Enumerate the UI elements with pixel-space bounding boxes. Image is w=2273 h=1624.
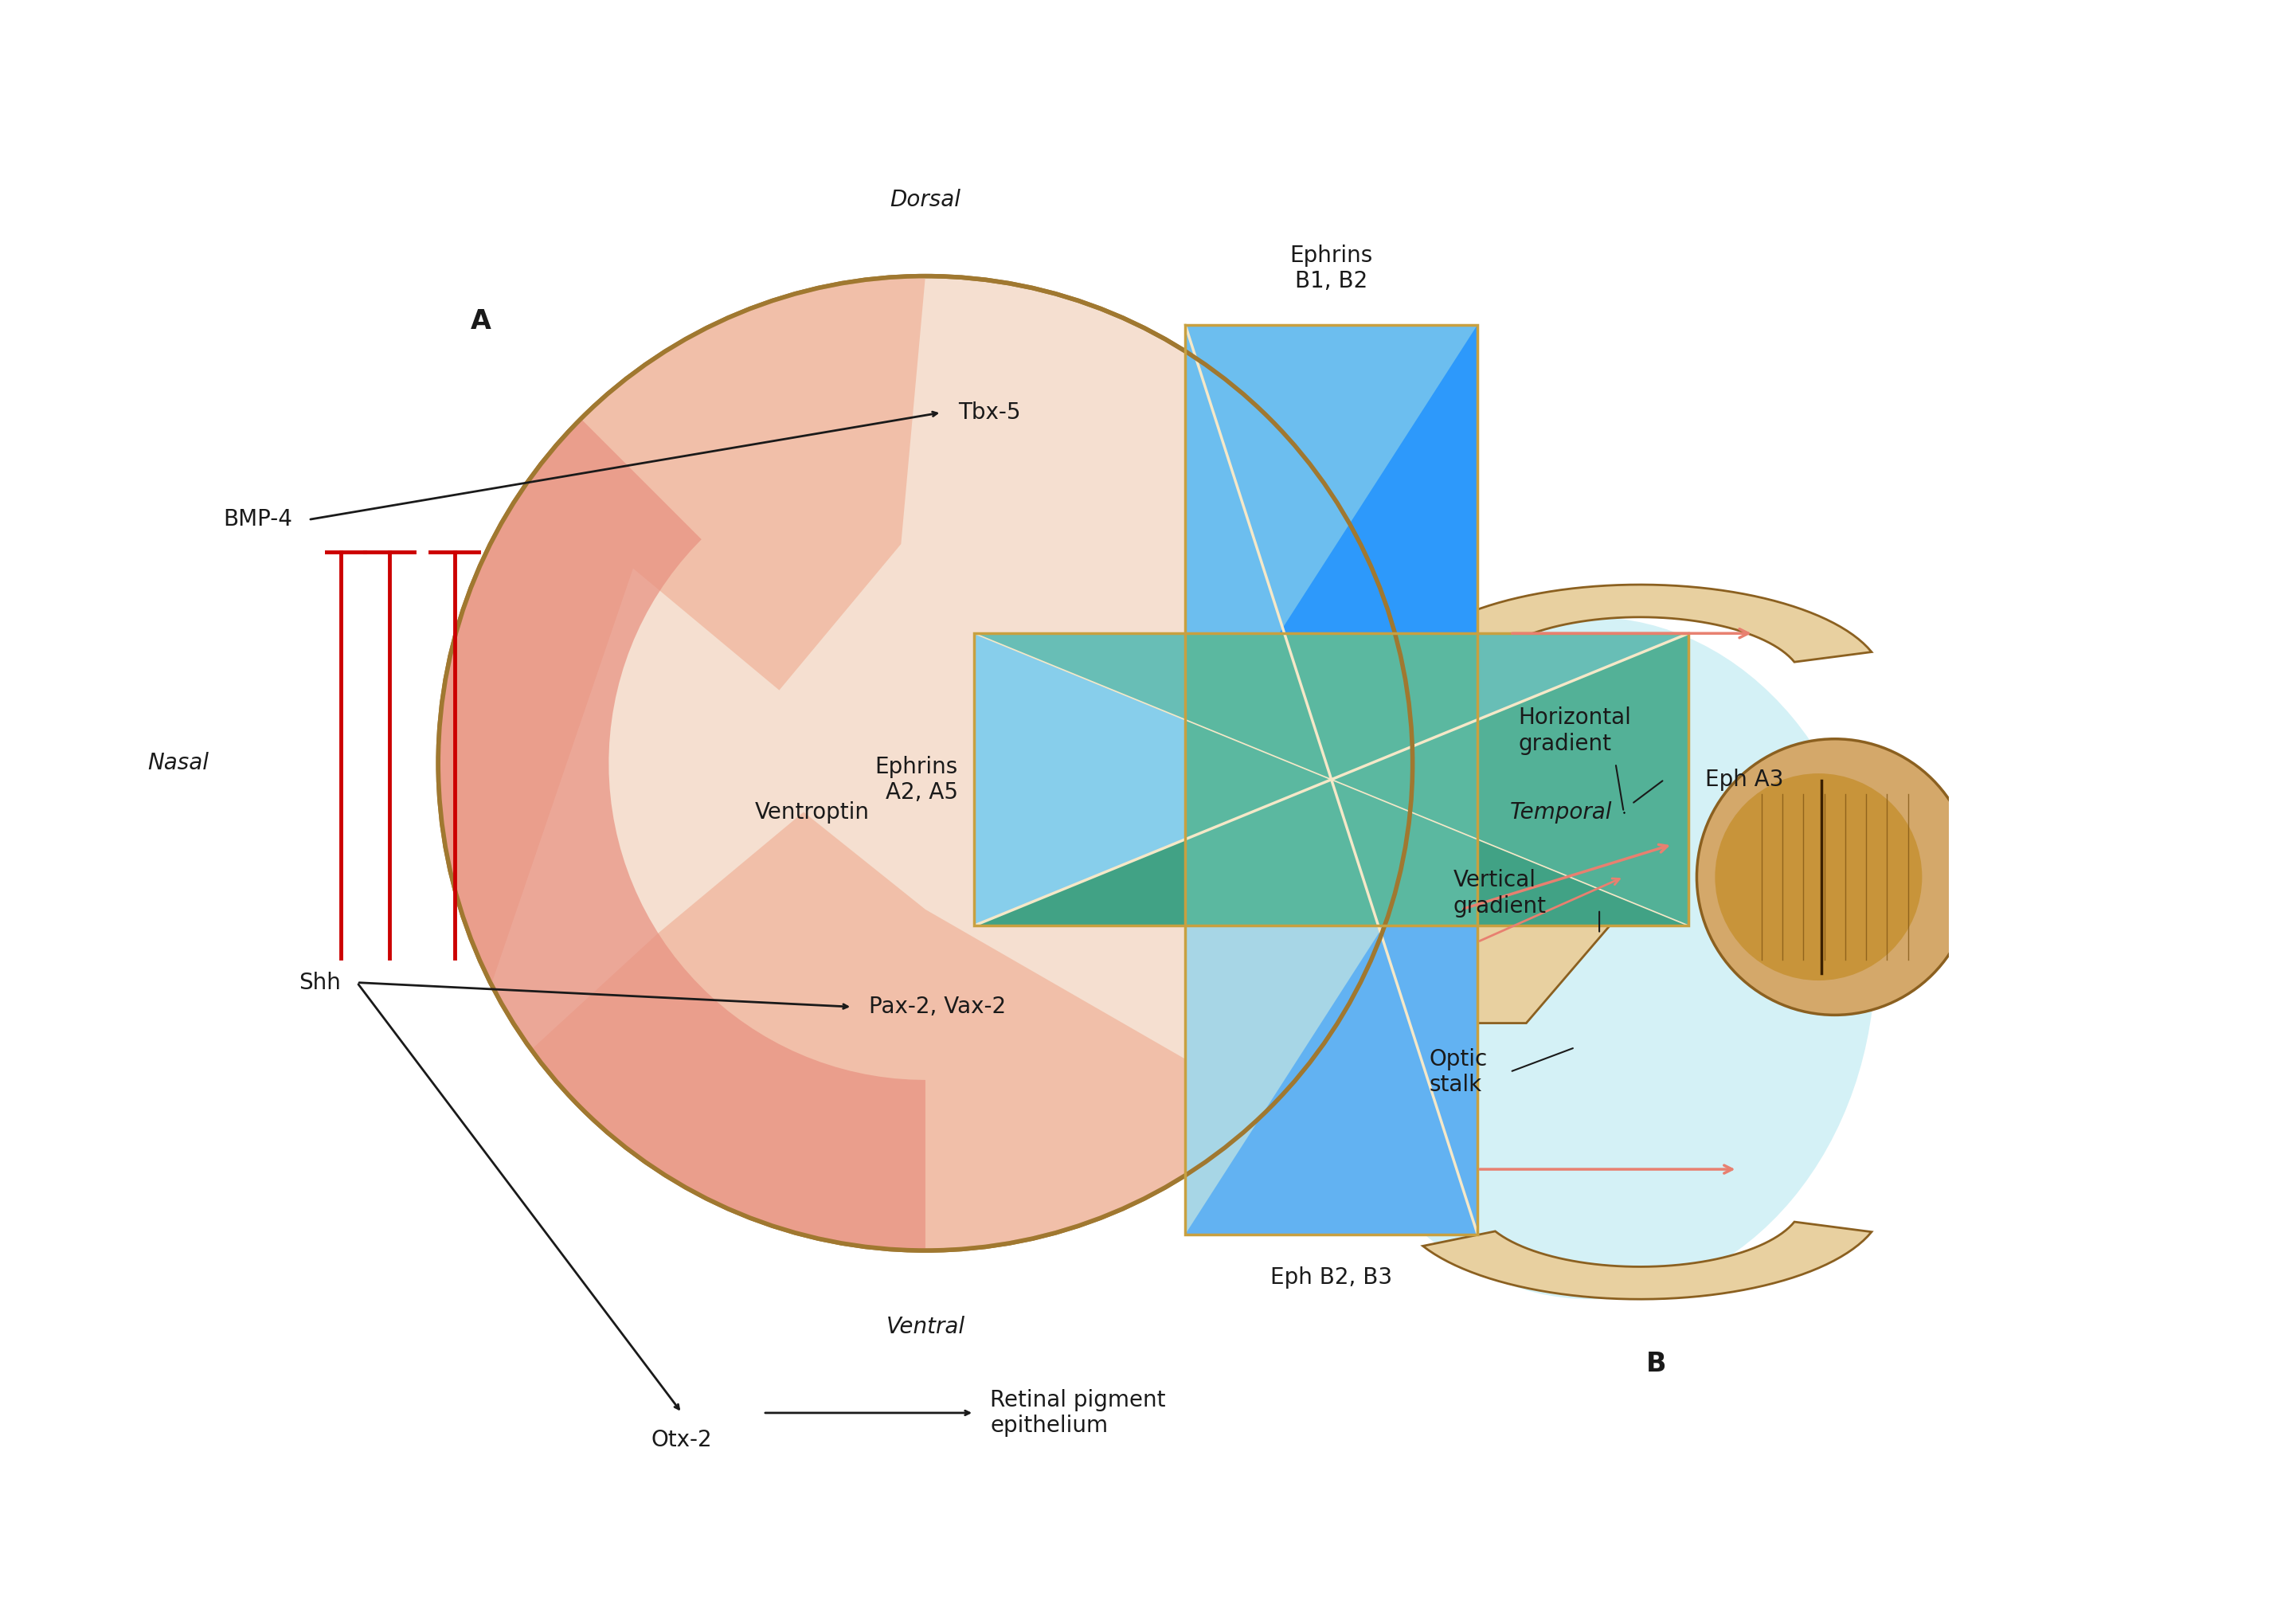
Polygon shape bbox=[439, 276, 925, 984]
Text: A: A bbox=[471, 309, 491, 335]
Text: Horizontal
gradient: Horizontal gradient bbox=[1518, 706, 1632, 755]
Text: BMP-4: BMP-4 bbox=[223, 508, 291, 531]
Polygon shape bbox=[1184, 780, 1477, 1234]
Circle shape bbox=[1696, 739, 1973, 1015]
Text: Eph A3: Eph A3 bbox=[1705, 768, 1784, 791]
Polygon shape bbox=[439, 419, 925, 1250]
Text: Ventroptin: Ventroptin bbox=[755, 801, 871, 823]
Bar bbox=[975, 633, 1689, 926]
Circle shape bbox=[1716, 773, 1923, 981]
Ellipse shape bbox=[1307, 617, 1875, 1299]
Polygon shape bbox=[1184, 325, 1477, 780]
Polygon shape bbox=[532, 812, 1271, 1250]
Polygon shape bbox=[1380, 796, 1623, 1023]
Text: Shh: Shh bbox=[298, 971, 341, 994]
Text: Temporal: Temporal bbox=[1509, 801, 1612, 823]
Text: Ventral: Ventral bbox=[886, 1315, 964, 1338]
Bar bbox=[975, 633, 1689, 926]
Bar bbox=[1184, 325, 1477, 1234]
Text: Pax-2, Vax-2: Pax-2, Vax-2 bbox=[868, 996, 1005, 1018]
Polygon shape bbox=[1423, 585, 1871, 663]
Text: Tbx-5: Tbx-5 bbox=[957, 401, 1021, 424]
Text: Ephrins
A2, A5: Ephrins A2, A5 bbox=[875, 755, 957, 804]
Text: Nasal: Nasal bbox=[148, 752, 209, 775]
Text: Otx-2: Otx-2 bbox=[652, 1429, 711, 1452]
Polygon shape bbox=[975, 633, 1689, 926]
Text: B: B bbox=[1646, 1351, 1666, 1377]
Circle shape bbox=[439, 276, 1412, 1250]
Text: Eph B2, B3: Eph B2, B3 bbox=[1271, 1267, 1393, 1289]
Polygon shape bbox=[975, 633, 1689, 926]
Text: Ephrins
B1, B2: Ephrins B1, B2 bbox=[1289, 244, 1373, 292]
Polygon shape bbox=[1184, 780, 1477, 1234]
Polygon shape bbox=[1423, 1221, 1871, 1299]
Text: Optic
stalk: Optic stalk bbox=[1430, 1047, 1487, 1096]
Bar bbox=[1184, 325, 1477, 1234]
Bar bbox=[1184, 633, 1477, 926]
Polygon shape bbox=[1184, 325, 1477, 780]
Text: Vertical
gradient: Vertical gradient bbox=[1452, 869, 1546, 918]
Text: Dorsal: Dorsal bbox=[891, 188, 961, 211]
Text: Retinal pigment
epithelium: Retinal pigment epithelium bbox=[991, 1389, 1166, 1437]
